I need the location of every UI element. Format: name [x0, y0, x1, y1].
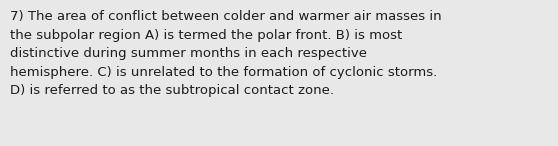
Text: 7) The area of conflict between colder and warmer air masses in
the subpolar reg: 7) The area of conflict between colder a… [10, 10, 442, 97]
